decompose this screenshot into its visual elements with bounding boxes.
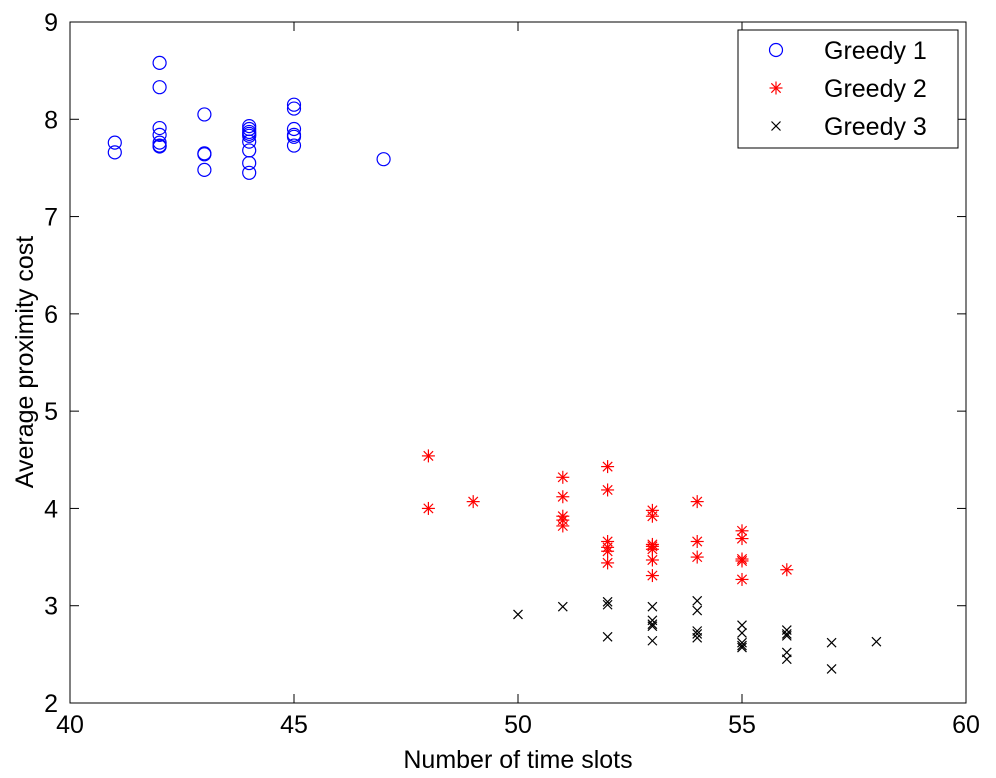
series-greedy-2 xyxy=(421,449,794,586)
data-point xyxy=(737,637,747,648)
data-point xyxy=(826,637,837,648)
x-tick-label: 60 xyxy=(952,711,980,739)
data-point xyxy=(421,501,435,515)
legend: Greedy 1 Greedy 2 Greedy 3 xyxy=(737,29,959,149)
data-point xyxy=(557,601,568,612)
y-axis-title: Average proximity cost xyxy=(11,236,39,488)
data-point xyxy=(152,127,167,142)
legend-label: Greedy 3 xyxy=(824,113,927,141)
data-point xyxy=(735,554,749,568)
plot-frame xyxy=(69,21,967,704)
data-point xyxy=(647,601,658,612)
legend-marker xyxy=(768,42,784,58)
data-point xyxy=(152,135,167,150)
legend-marker xyxy=(769,81,783,95)
data-point xyxy=(692,632,703,643)
data-point xyxy=(286,101,302,116)
data-point xyxy=(735,572,749,586)
data-point xyxy=(647,635,658,646)
data-point xyxy=(781,630,792,641)
y-tick-label: 3 xyxy=(44,593,58,621)
data-point xyxy=(692,629,703,639)
data-point xyxy=(602,599,613,610)
data-point xyxy=(286,97,302,112)
data-point xyxy=(647,619,658,630)
data-point xyxy=(690,550,704,564)
data-point xyxy=(781,654,792,665)
data-point xyxy=(692,605,703,616)
y-tick-label: 5 xyxy=(44,398,58,426)
data-point xyxy=(690,535,704,549)
data-point xyxy=(556,490,570,504)
data-point xyxy=(242,128,257,143)
series-greedy-3 xyxy=(513,595,882,674)
series-greedy-1 xyxy=(107,55,391,180)
data-point xyxy=(513,609,523,620)
data-point xyxy=(737,620,747,631)
data-point xyxy=(152,80,167,95)
data-point xyxy=(107,135,122,150)
data-point xyxy=(601,544,615,558)
data-point xyxy=(152,55,167,70)
data-point xyxy=(286,129,302,144)
data-point xyxy=(735,532,749,546)
y-tick-label: 9 xyxy=(44,9,58,37)
data-point xyxy=(826,664,837,674)
legend-marker xyxy=(771,121,781,131)
data-point xyxy=(242,118,257,134)
data-point xyxy=(737,628,747,638)
data-point xyxy=(286,121,302,137)
data-point xyxy=(781,629,792,639)
data-point xyxy=(780,563,794,577)
data-point xyxy=(735,524,749,538)
data-point xyxy=(602,596,613,607)
data-marks xyxy=(107,55,882,674)
y-tick-label: 6 xyxy=(44,301,58,329)
data-point xyxy=(197,147,212,162)
data-point xyxy=(602,631,613,642)
data-point xyxy=(152,139,167,154)
data-point xyxy=(242,165,257,180)
data-point xyxy=(645,553,659,567)
data-point xyxy=(645,569,659,583)
data-point xyxy=(737,642,747,653)
data-point xyxy=(556,470,570,484)
data-point xyxy=(197,162,212,177)
data-point xyxy=(601,460,615,474)
x-tick-label: 45 xyxy=(280,711,308,739)
data-point xyxy=(107,145,122,160)
y-tick-label: 8 xyxy=(44,106,58,134)
data-point xyxy=(152,120,167,136)
x-tick-label: 50 xyxy=(504,711,532,739)
y-tick-label: 4 xyxy=(44,495,58,523)
data-point xyxy=(242,155,257,171)
data-point xyxy=(242,134,257,149)
data-point xyxy=(197,107,212,122)
data-point xyxy=(286,138,302,153)
data-point xyxy=(692,595,703,606)
legend-label: Greedy 1 xyxy=(824,37,927,65)
data-point xyxy=(601,483,615,497)
legend-label: Greedy 2 xyxy=(824,75,927,103)
data-point xyxy=(421,449,435,463)
data-point xyxy=(601,556,615,570)
data-point xyxy=(647,621,658,632)
data-point xyxy=(376,152,391,167)
data-point xyxy=(645,509,659,523)
y-tick-label: 7 xyxy=(44,204,58,232)
data-point xyxy=(690,495,704,509)
x-tick-label: 40 xyxy=(56,711,84,739)
x-tick-label: 55 xyxy=(728,711,756,739)
data-point xyxy=(737,640,747,651)
data-point xyxy=(466,495,480,509)
data-point xyxy=(556,519,570,533)
y-tick-label: 2 xyxy=(44,690,58,718)
data-point xyxy=(871,636,882,647)
x-axis-title: Number of time slots xyxy=(403,746,632,774)
